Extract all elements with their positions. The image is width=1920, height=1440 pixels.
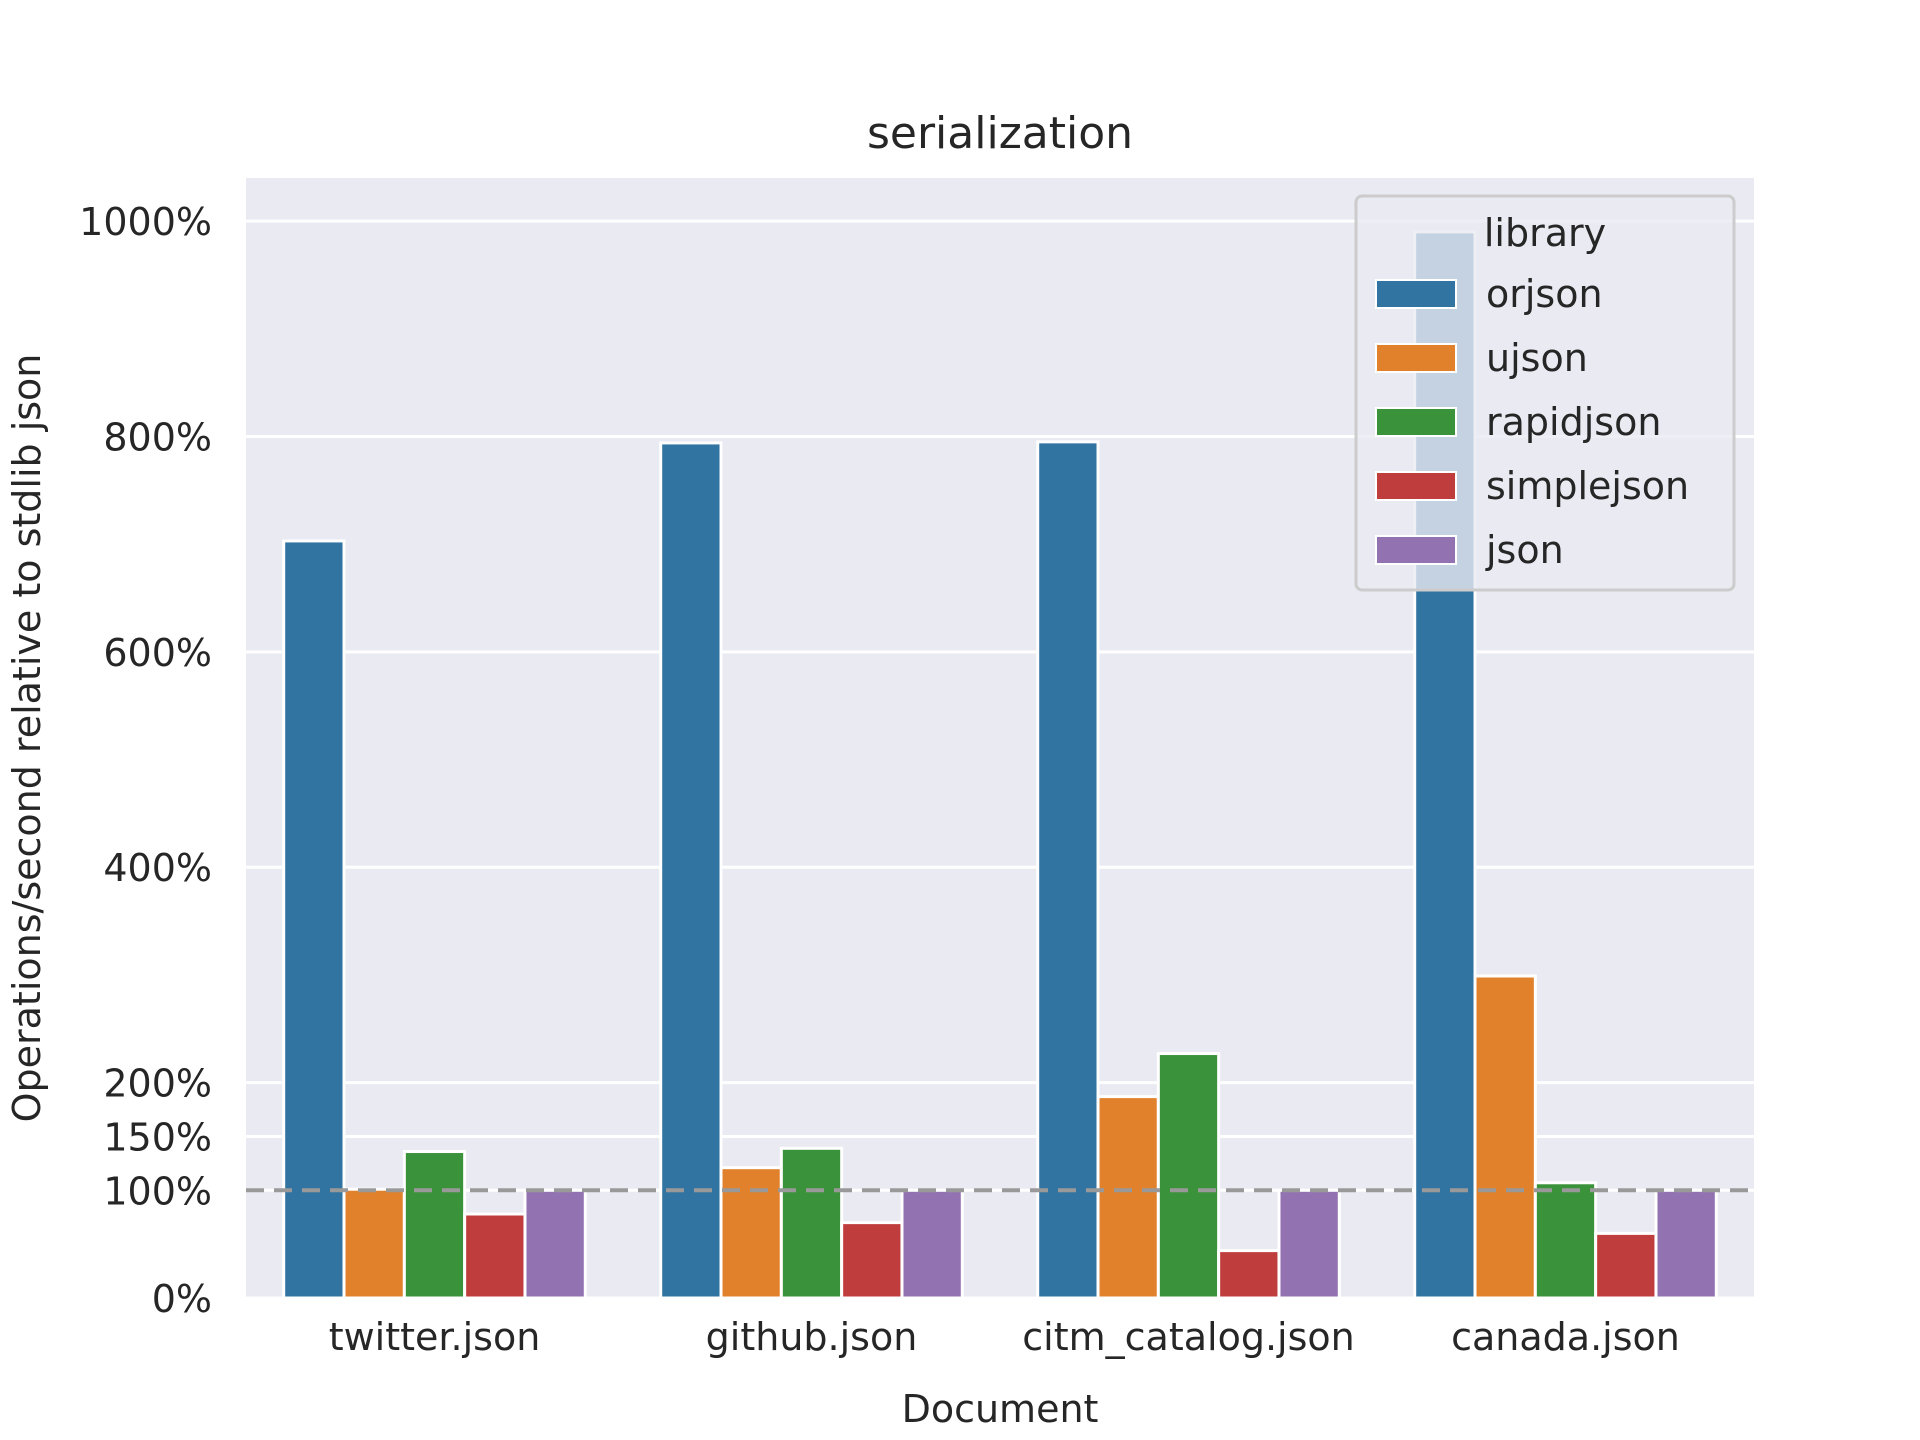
bar-json-twitter-json (523, 1188, 587, 1300)
chart-title: serialization (867, 108, 1133, 159)
y-tick-labels: 0% 100% 150% 200% 400% 600% 800% 1000% (79, 200, 212, 1321)
bar-ujson-twitter-json (342, 1187, 406, 1300)
legend-label-orjson: orjson (1486, 272, 1603, 316)
bar-rapidjson-citm-catalog-json (1156, 1052, 1221, 1300)
y-tick-label: 600% (103, 631, 212, 675)
legend-label-ujson: ujson (1486, 336, 1588, 380)
legend-swatch-rapidjson (1375, 407, 1457, 437)
x-tick-label: github.json (706, 1315, 918, 1359)
y-tick-label: 800% (103, 415, 212, 459)
legend-label-rapidjson: rapidjson (1486, 400, 1661, 444)
bar-orjson-github-json (659, 441, 723, 1300)
bar-orjson-twitter-json (282, 539, 346, 1300)
bar-ujson-github-json (719, 1166, 783, 1300)
legend-swatch-ujson (1375, 343, 1457, 373)
bar-orjson-citm-catalog-json (1036, 440, 1100, 1300)
bar-simplejson-github-json (840, 1221, 904, 1300)
y-tick-label: 100% (103, 1169, 212, 1213)
y-axis-label: Operations/second relative to stdlib jso… (5, 354, 49, 1123)
legend-title: library (1484, 211, 1606, 255)
bar-json-citm-catalog-json (1277, 1188, 1341, 1300)
bar-ujson-citm-catalog-json (1096, 1095, 1160, 1300)
bar-rapidjson-github-json (779, 1146, 844, 1300)
y-tick-label: 0% (152, 1277, 212, 1321)
x-axis-label: Document (902, 1387, 1099, 1431)
bar-rapidjson-canada-json (1533, 1181, 1598, 1300)
bar-rapidjson-twitter-json (402, 1150, 467, 1300)
legend-swatch-json (1375, 535, 1457, 565)
bar-ujson-canada-json (1473, 974, 1537, 1300)
x-tick-labels: twitter.json github.json citm_catalog.json… (329, 1315, 1680, 1359)
bars (282, 230, 1718, 1300)
bar-json-canada-json (1654, 1188, 1718, 1300)
x-tick-label: canada.json (1451, 1315, 1680, 1359)
y-tick-label: 400% (103, 846, 212, 890)
legend: library orjson ujson rapidjson simplejson js… (1354, 194, 1736, 592)
legend-swatch-simplejson (1375, 471, 1457, 501)
y-tick-label: 150% (103, 1115, 212, 1159)
bar-simplejson-canada-json (1594, 1231, 1658, 1300)
x-tick-label: citm_catalog.json (1022, 1315, 1354, 1359)
bar-simplejson-citm-catalog-json (1217, 1249, 1281, 1300)
bar-simplejson-twitter-json (463, 1212, 527, 1300)
legend-label-json: json (1485, 528, 1564, 572)
y-tick-label: 200% (103, 1062, 212, 1106)
bar-json-github-json (900, 1188, 964, 1300)
y-tick-label: 1000% (79, 200, 212, 244)
x-tick-label: twitter.json (329, 1315, 541, 1359)
legend-label-simplejson: simplejson (1486, 464, 1689, 508)
legend-swatch-orjson (1375, 279, 1457, 309)
